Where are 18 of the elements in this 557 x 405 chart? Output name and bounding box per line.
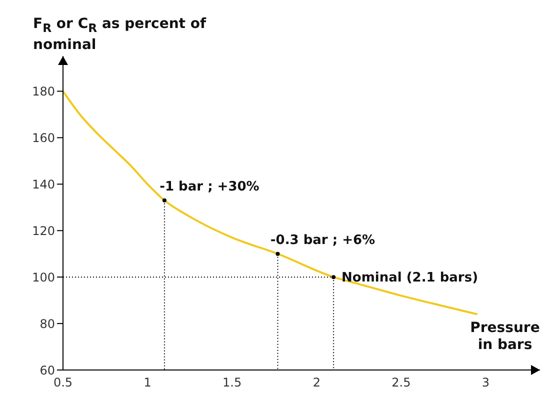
- y-tick-label: 100: [32, 270, 55, 284]
- y-tick-label: 120: [32, 224, 55, 238]
- annotation: -0.3 bar ; +6%: [270, 232, 376, 248]
- x-tick-label: 2.5: [392, 376, 411, 390]
- x-tick-label: 0.5: [53, 376, 73, 390]
- y-tick-label: 60: [40, 363, 55, 378]
- y-tick-label: 160: [32, 130, 55, 145]
- annotation: Nominal (2.1 bars): [342, 270, 478, 286]
- x-axis-title: Pressure in bars: [469, 320, 541, 354]
- y-axis-title: F$_{R}$ or C$_{R}$ as percent of nominal: [33, 16, 208, 54]
- y-tick-label: 80: [40, 316, 55, 331]
- x-tick-label: 1: [144, 376, 152, 390]
- x-tick-label: 1.5: [222, 376, 242, 390]
- x-tick-label: 2: [312, 376, 320, 390]
- annotation: -1 bar ; +30%: [160, 179, 260, 194]
- y-tick-label: 180: [32, 84, 55, 98]
- x-tick-label: 3: [482, 376, 490, 390]
- y-tick-label: 140: [32, 177, 55, 192]
